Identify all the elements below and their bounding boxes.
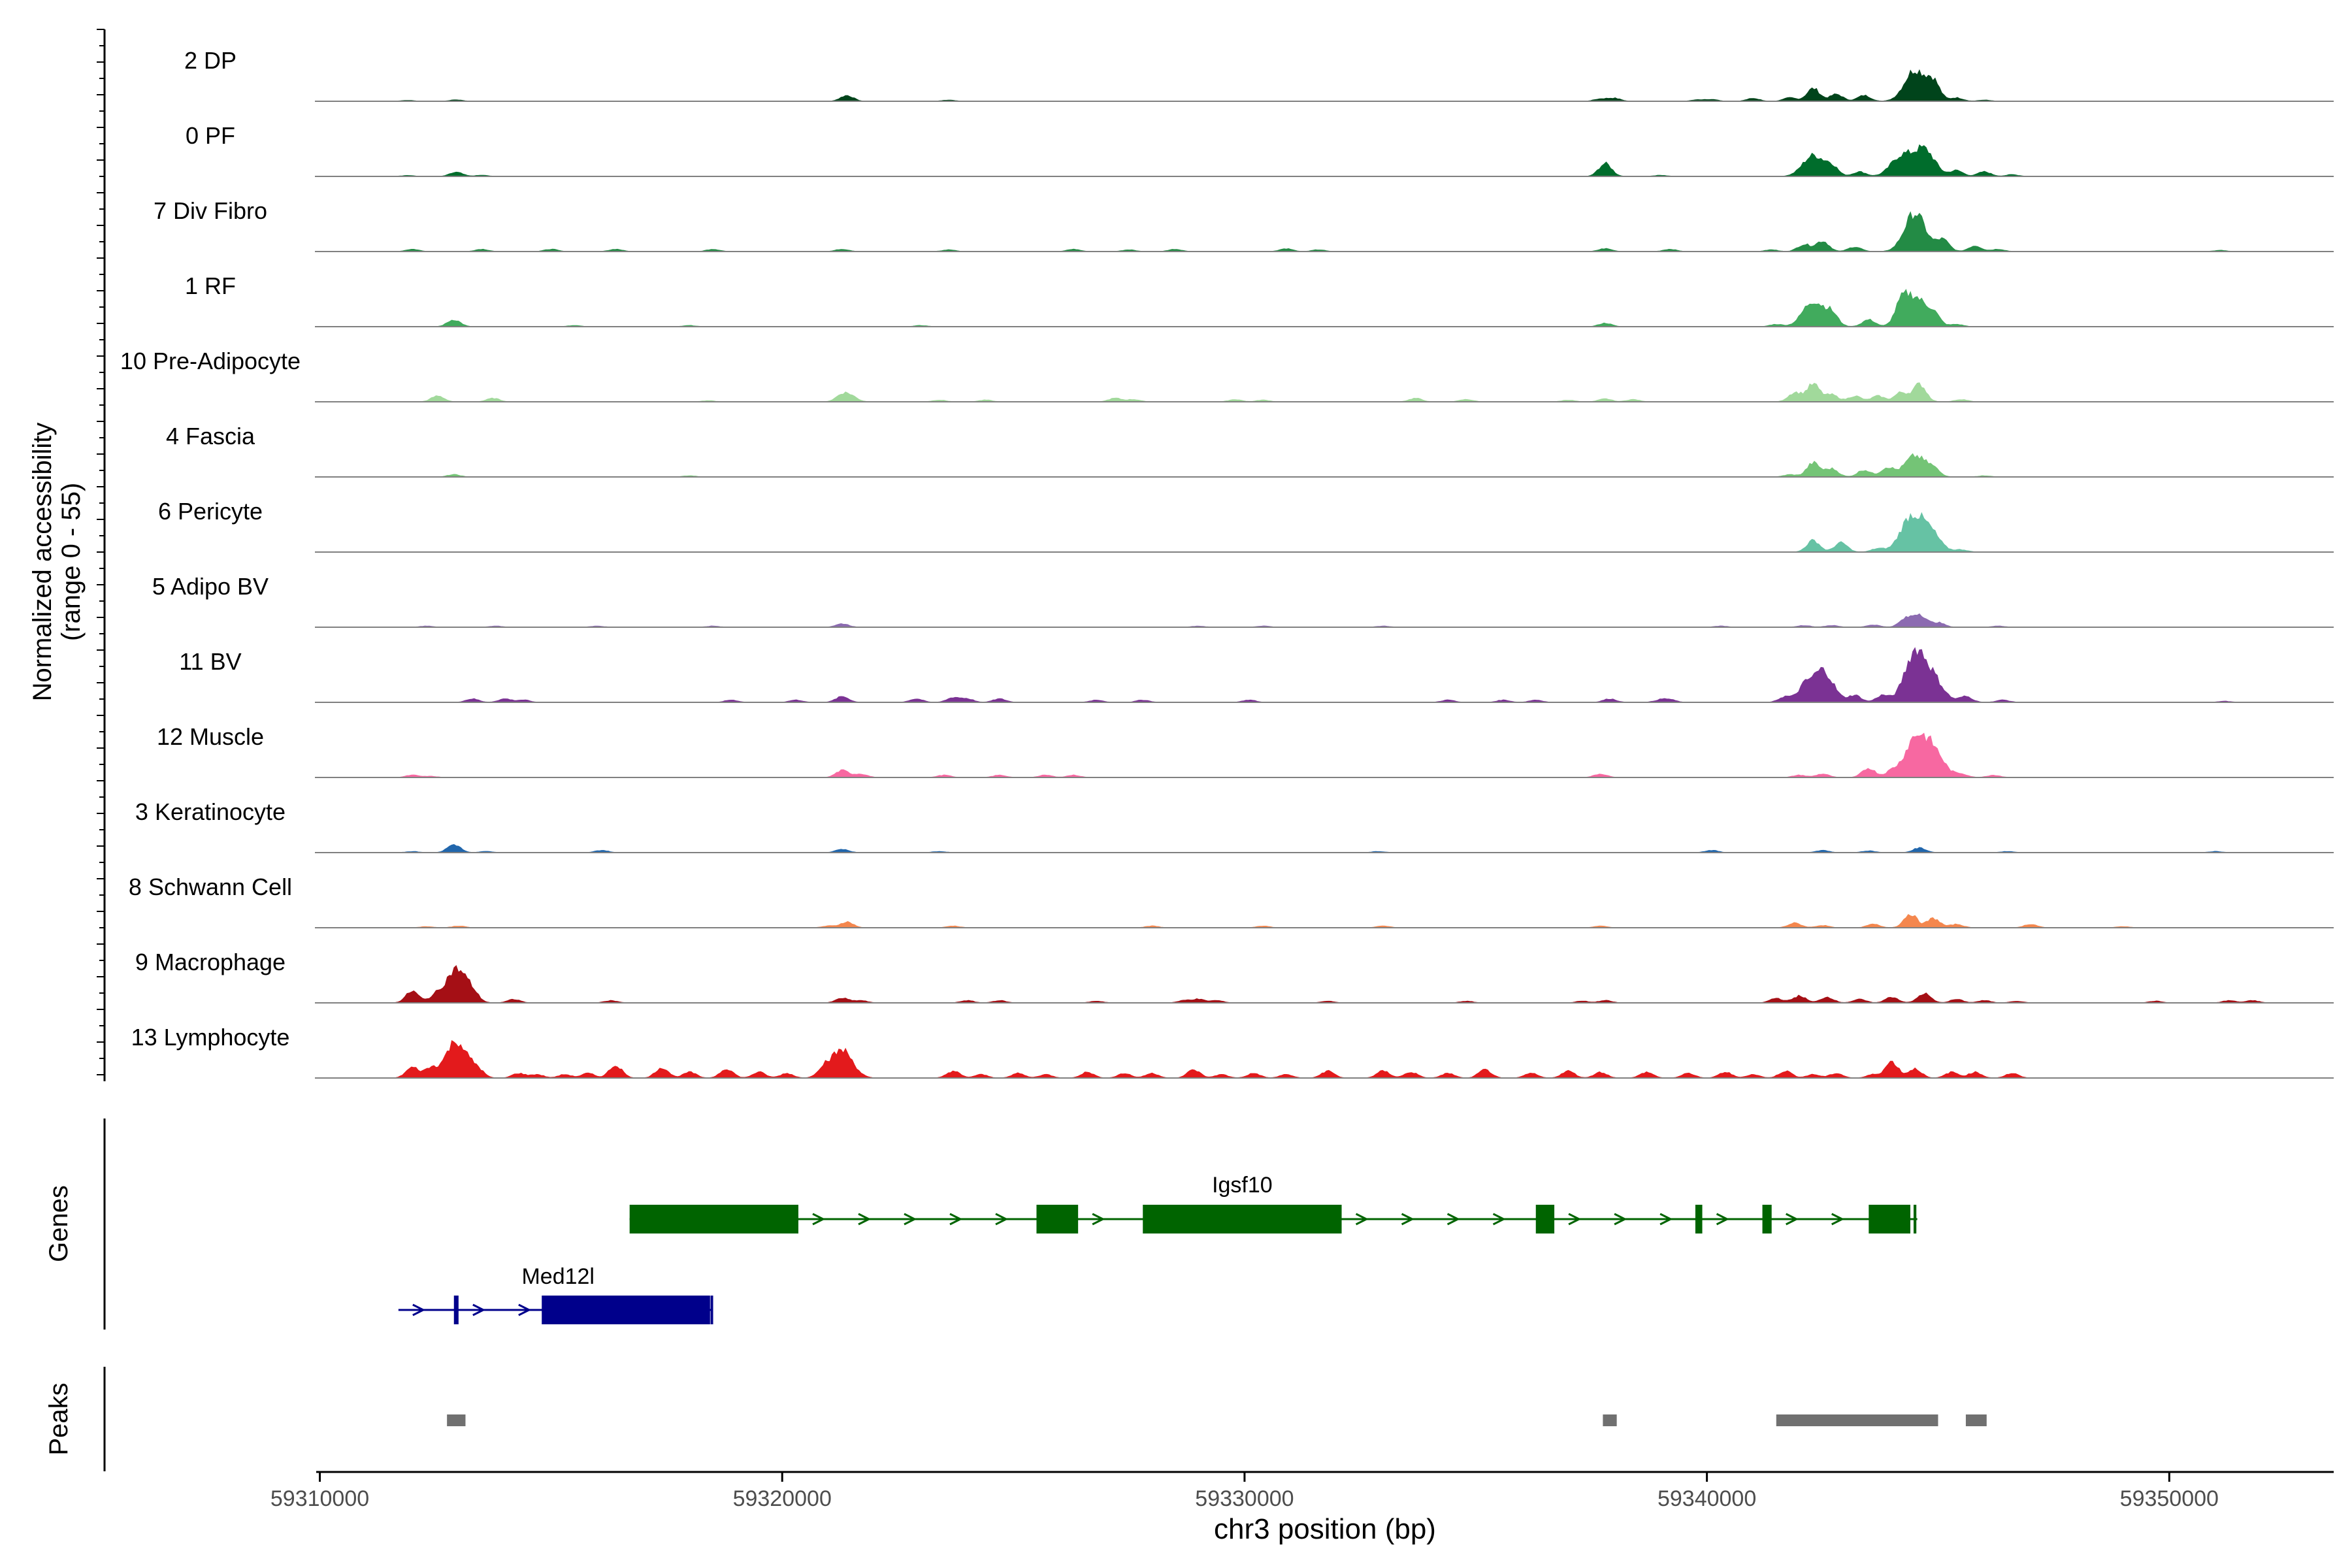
track-label: 6 Pericyte	[158, 498, 263, 525]
peak-region	[1603, 1414, 1617, 1426]
track-label: 4 Fascia	[166, 423, 255, 449]
gene-igsf10: Igsf10	[629, 1173, 1918, 1233]
strand-chevron	[1446, 1213, 1460, 1226]
gene-exon	[629, 1205, 798, 1233]
gene-models: Igsf10 Med12l	[398, 1173, 1918, 1324]
strand-chevron	[904, 1213, 917, 1226]
gene-label: Igsf10	[1212, 1173, 1273, 1198]
track-14: 13 Lymphocyte	[131, 1024, 2334, 1079]
coverage-y-ticks	[97, 29, 105, 1075]
gene-exon	[1535, 1205, 1555, 1233]
track-label: 7 Div Fibro	[154, 197, 267, 224]
strand-chevron	[1716, 1213, 1729, 1226]
peaks-panel-label: Peaks	[44, 1382, 73, 1455]
x-tick-label: 59310000	[270, 1486, 369, 1511]
peak-region	[447, 1414, 466, 1426]
strand-chevron	[1401, 1213, 1414, 1226]
strand-chevron	[858, 1213, 872, 1226]
x-tick-label: 59330000	[1195, 1486, 1294, 1511]
genes-panel-label: Genes	[44, 1185, 73, 1262]
gene-exon	[1869, 1205, 1910, 1233]
strand-chevron	[1492, 1213, 1506, 1226]
track-label: 1 RF	[185, 272, 236, 299]
gene-exon	[1695, 1205, 1703, 1233]
coverage-panel: 2 DP 0 PF 7 Div Fibro 1 RF 10 Pre-Adipocyte 4…	[28, 29, 2334, 1081]
strand-chevron	[1355, 1213, 1369, 1226]
strand-chevron	[1092, 1213, 1105, 1226]
track-label: 8 Schwann Cell	[129, 874, 292, 900]
track-label: 13 Lymphocyte	[131, 1024, 290, 1051]
x-tick-label: 59320000	[733, 1486, 832, 1511]
gene-exon	[542, 1296, 710, 1324]
strand-chevron	[472, 1303, 486, 1316]
track-2: 0 PF	[186, 122, 2334, 177]
track-8: 5 Adipo BV	[152, 573, 2334, 628]
strand-chevron	[412, 1303, 426, 1316]
gene-med12l: Med12l	[398, 1264, 713, 1324]
x-tick-label: 59350000	[2120, 1486, 2219, 1511]
strand-chevron	[812, 1213, 826, 1226]
strand-chevron	[1659, 1213, 1673, 1226]
gene-exon	[710, 1296, 713, 1324]
track-7: 6 Pericyte	[158, 498, 2334, 553]
peak-regions	[447, 1414, 1987, 1426]
track-5: 10 Pre-Adipocyte	[120, 348, 2334, 402]
track-label: 12 Muscle	[157, 723, 264, 750]
strand-chevron	[1568, 1213, 1582, 1226]
strand-chevron	[1831, 1213, 1845, 1226]
strand-chevron	[518, 1303, 532, 1316]
strand-chevron	[949, 1213, 963, 1226]
x-axis-ticks: 59310000 59320000 59330000 59340000 59350000	[270, 1472, 2219, 1511]
track-9: 11 BV	[179, 647, 2334, 703]
x-axis-label: chr3 position (bp)	[1214, 1513, 1436, 1545]
track-label: 3 Keratinocyte	[135, 798, 286, 825]
genes-panel: Genes Igsf10 Med12l	[44, 1119, 1918, 1330]
peaks-panel: Peaks	[44, 1367, 1987, 1471]
x-axis: 59310000 59320000 59330000 59340000 59350000…	[270, 1471, 2334, 1545]
gene-label: Med12l	[521, 1264, 595, 1289]
track-13: 9 Macrophage	[135, 949, 2334, 1004]
gene-exon	[1913, 1205, 1917, 1233]
strand-chevron	[1786, 1213, 1799, 1226]
y-axis-label: Normalized accessibility	[28, 423, 57, 702]
track-3: 7 Div Fibro	[154, 197, 2334, 252]
gene-exon	[1762, 1205, 1772, 1233]
track-label: 5 Adipo BV	[152, 573, 269, 600]
gene-exon	[1036, 1205, 1079, 1233]
strand-chevron	[1614, 1213, 1627, 1226]
strand-chevron	[995, 1213, 1009, 1226]
track-1: 2 DP	[184, 47, 2334, 102]
gene-exon	[453, 1296, 459, 1324]
peak-region	[1776, 1414, 1938, 1426]
track-4: 1 RF	[185, 272, 2334, 327]
track-6: 4 Fascia	[166, 423, 2334, 478]
track-12: 8 Schwann Cell	[129, 874, 2334, 928]
coverage-tracks: 2 DP 0 PF 7 Div Fibro 1 RF 10 Pre-Adipocyte 4…	[120, 47, 2334, 1079]
track-label: 11 BV	[179, 648, 241, 675]
track-label: 10 Pre-Adipocyte	[120, 348, 301, 374]
track-label: 9 Macrophage	[135, 949, 286, 975]
track-label: 0 PF	[186, 122, 235, 149]
y-axis-range-label: (range 0 - 55)	[57, 483, 86, 641]
gene-exon	[1143, 1205, 1342, 1233]
track-10: 12 Muscle	[157, 723, 2334, 778]
peak-region	[1965, 1414, 1987, 1426]
track-11: 3 Keratinocyte	[135, 798, 2334, 853]
track-label: 2 DP	[184, 47, 237, 74]
x-tick-label: 59340000	[1658, 1486, 1756, 1511]
